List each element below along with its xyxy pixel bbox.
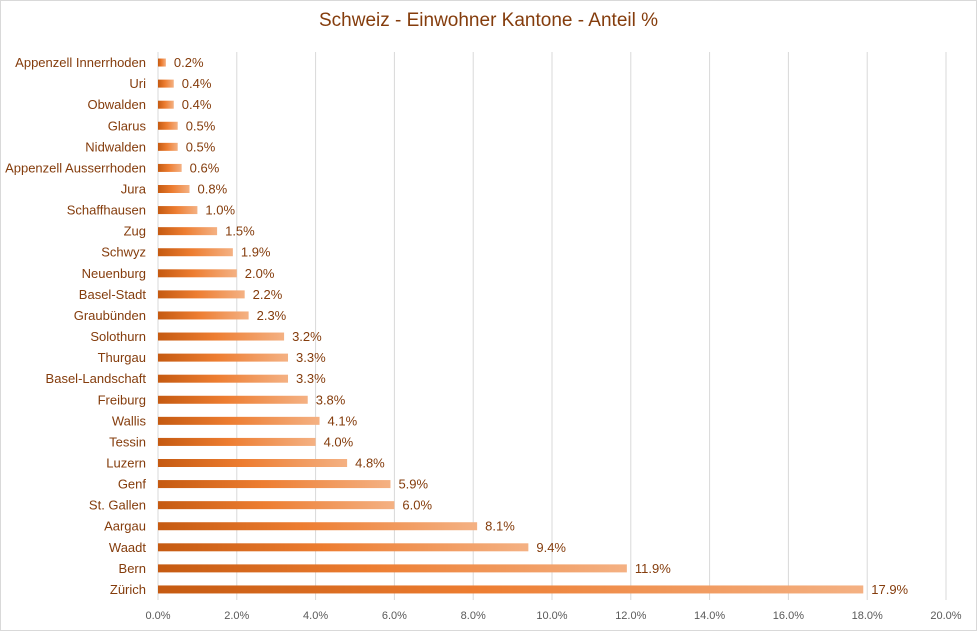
data-label: 2.2% bbox=[253, 287, 283, 302]
bar bbox=[158, 163, 182, 172]
data-label: 1.0% bbox=[205, 203, 235, 218]
bar bbox=[158, 269, 237, 278]
gridlines bbox=[157, 52, 947, 600]
category-label: Thurgau bbox=[98, 350, 146, 365]
data-label: 17.9% bbox=[871, 582, 908, 597]
bar bbox=[158, 395, 308, 404]
category-label: Tessin bbox=[109, 434, 146, 449]
category-label: Wallis bbox=[112, 413, 147, 428]
data-label: 4.1% bbox=[328, 413, 358, 428]
category-label: Obwalden bbox=[87, 97, 146, 112]
x-tick-label: 6.0% bbox=[382, 610, 407, 622]
data-label: 0.5% bbox=[186, 118, 216, 133]
x-tick-label: 12.0% bbox=[615, 610, 646, 622]
labels: 0.0% 2.0% 4.0% 6.0% 8.0% 10.0% 12.0% 14.0% 16.0%… bbox=[5, 55, 962, 622]
category-label: Zürich bbox=[110, 582, 146, 597]
bar bbox=[158, 79, 174, 88]
category-label: Schaffhausen bbox=[67, 203, 146, 218]
bar bbox=[158, 522, 478, 531]
data-label: 4.0% bbox=[324, 434, 354, 449]
bar bbox=[158, 374, 289, 383]
data-label: 3.2% bbox=[292, 329, 322, 344]
chart-title: Schweiz - Einwohner Kantone - Anteil % bbox=[318, 10, 658, 31]
data-label: 3.8% bbox=[316, 392, 346, 407]
data-label: 0.6% bbox=[190, 160, 220, 175]
bar bbox=[158, 311, 249, 320]
bar bbox=[158, 227, 218, 236]
category-label: Appenzell Ausserrhoden bbox=[5, 160, 146, 175]
category-label: Bern bbox=[119, 561, 146, 576]
x-tick-label: 20.0% bbox=[930, 610, 961, 622]
bar bbox=[158, 501, 395, 510]
bar bbox=[158, 185, 190, 193]
x-tick-label: 10.0% bbox=[536, 610, 567, 622]
data-label: 0.4% bbox=[182, 76, 212, 91]
data-label: 1.5% bbox=[225, 224, 255, 239]
category-label: Waadt bbox=[109, 540, 146, 555]
x-tick-label: 14.0% bbox=[694, 610, 725, 622]
bar bbox=[158, 437, 316, 446]
x-tick-label: 4.0% bbox=[303, 610, 328, 622]
data-label: 0.2% bbox=[174, 55, 204, 70]
bar bbox=[158, 564, 627, 573]
category-label: Luzern bbox=[106, 456, 146, 471]
bar bbox=[158, 459, 348, 467]
bar bbox=[158, 480, 391, 489]
category-label: Neuenburg bbox=[82, 266, 146, 281]
category-label: Solothurn bbox=[90, 329, 146, 344]
category-label: St. Gallen bbox=[89, 498, 146, 513]
bar bbox=[158, 100, 174, 109]
x-tick-label: 0.0% bbox=[145, 610, 170, 622]
category-label: Glarus bbox=[108, 118, 147, 133]
category-label: Uri bbox=[129, 76, 146, 91]
data-label: 8.1% bbox=[485, 519, 515, 534]
data-label: 1.9% bbox=[241, 245, 271, 260]
data-label: 4.8% bbox=[355, 456, 385, 471]
x-tick-label: 16.0% bbox=[773, 610, 804, 622]
data-label: 9.4% bbox=[536, 540, 566, 555]
x-tick-label: 2.0% bbox=[224, 610, 249, 622]
bar bbox=[158, 58, 166, 67]
data-label: 0.5% bbox=[186, 139, 216, 154]
x-tick-label: 8.0% bbox=[461, 610, 486, 622]
category-label: Graubünden bbox=[74, 308, 146, 323]
data-label: 0.4% bbox=[182, 97, 212, 112]
bars bbox=[158, 58, 864, 594]
bar bbox=[158, 206, 198, 215]
data-label: 5.9% bbox=[398, 477, 428, 492]
bar bbox=[158, 142, 178, 151]
data-label: 2.3% bbox=[257, 308, 287, 323]
data-label: 11.9% bbox=[635, 561, 671, 576]
bar bbox=[158, 585, 864, 594]
category-label: Nidwalden bbox=[85, 139, 146, 154]
data-label: 6.0% bbox=[402, 498, 432, 513]
category-label: Zug bbox=[124, 224, 146, 239]
category-label: Basel-Landschaft bbox=[46, 371, 147, 386]
category-label: Genf bbox=[118, 477, 147, 492]
x-tick-label: 18.0% bbox=[852, 610, 883, 622]
category-label: Schwyz bbox=[101, 245, 146, 260]
bar bbox=[158, 121, 178, 130]
category-label: Basel-Stadt bbox=[79, 287, 147, 302]
bar bbox=[158, 290, 245, 299]
bar bbox=[158, 332, 285, 341]
category-label: Freiburg bbox=[98, 392, 146, 407]
category-label: Jura bbox=[121, 182, 147, 197]
bar bbox=[158, 248, 233, 257]
bar bbox=[158, 416, 320, 425]
category-label: Aargau bbox=[104, 519, 146, 534]
category-label: Appenzell Innerrhoden bbox=[15, 55, 146, 70]
bar bbox=[158, 353, 289, 362]
data-label: 3.3% bbox=[296, 350, 326, 365]
data-label: 3.3% bbox=[296, 371, 326, 386]
data-label: 2.0% bbox=[245, 266, 275, 281]
data-label: 0.8% bbox=[198, 182, 228, 197]
bar bbox=[158, 543, 529, 552]
